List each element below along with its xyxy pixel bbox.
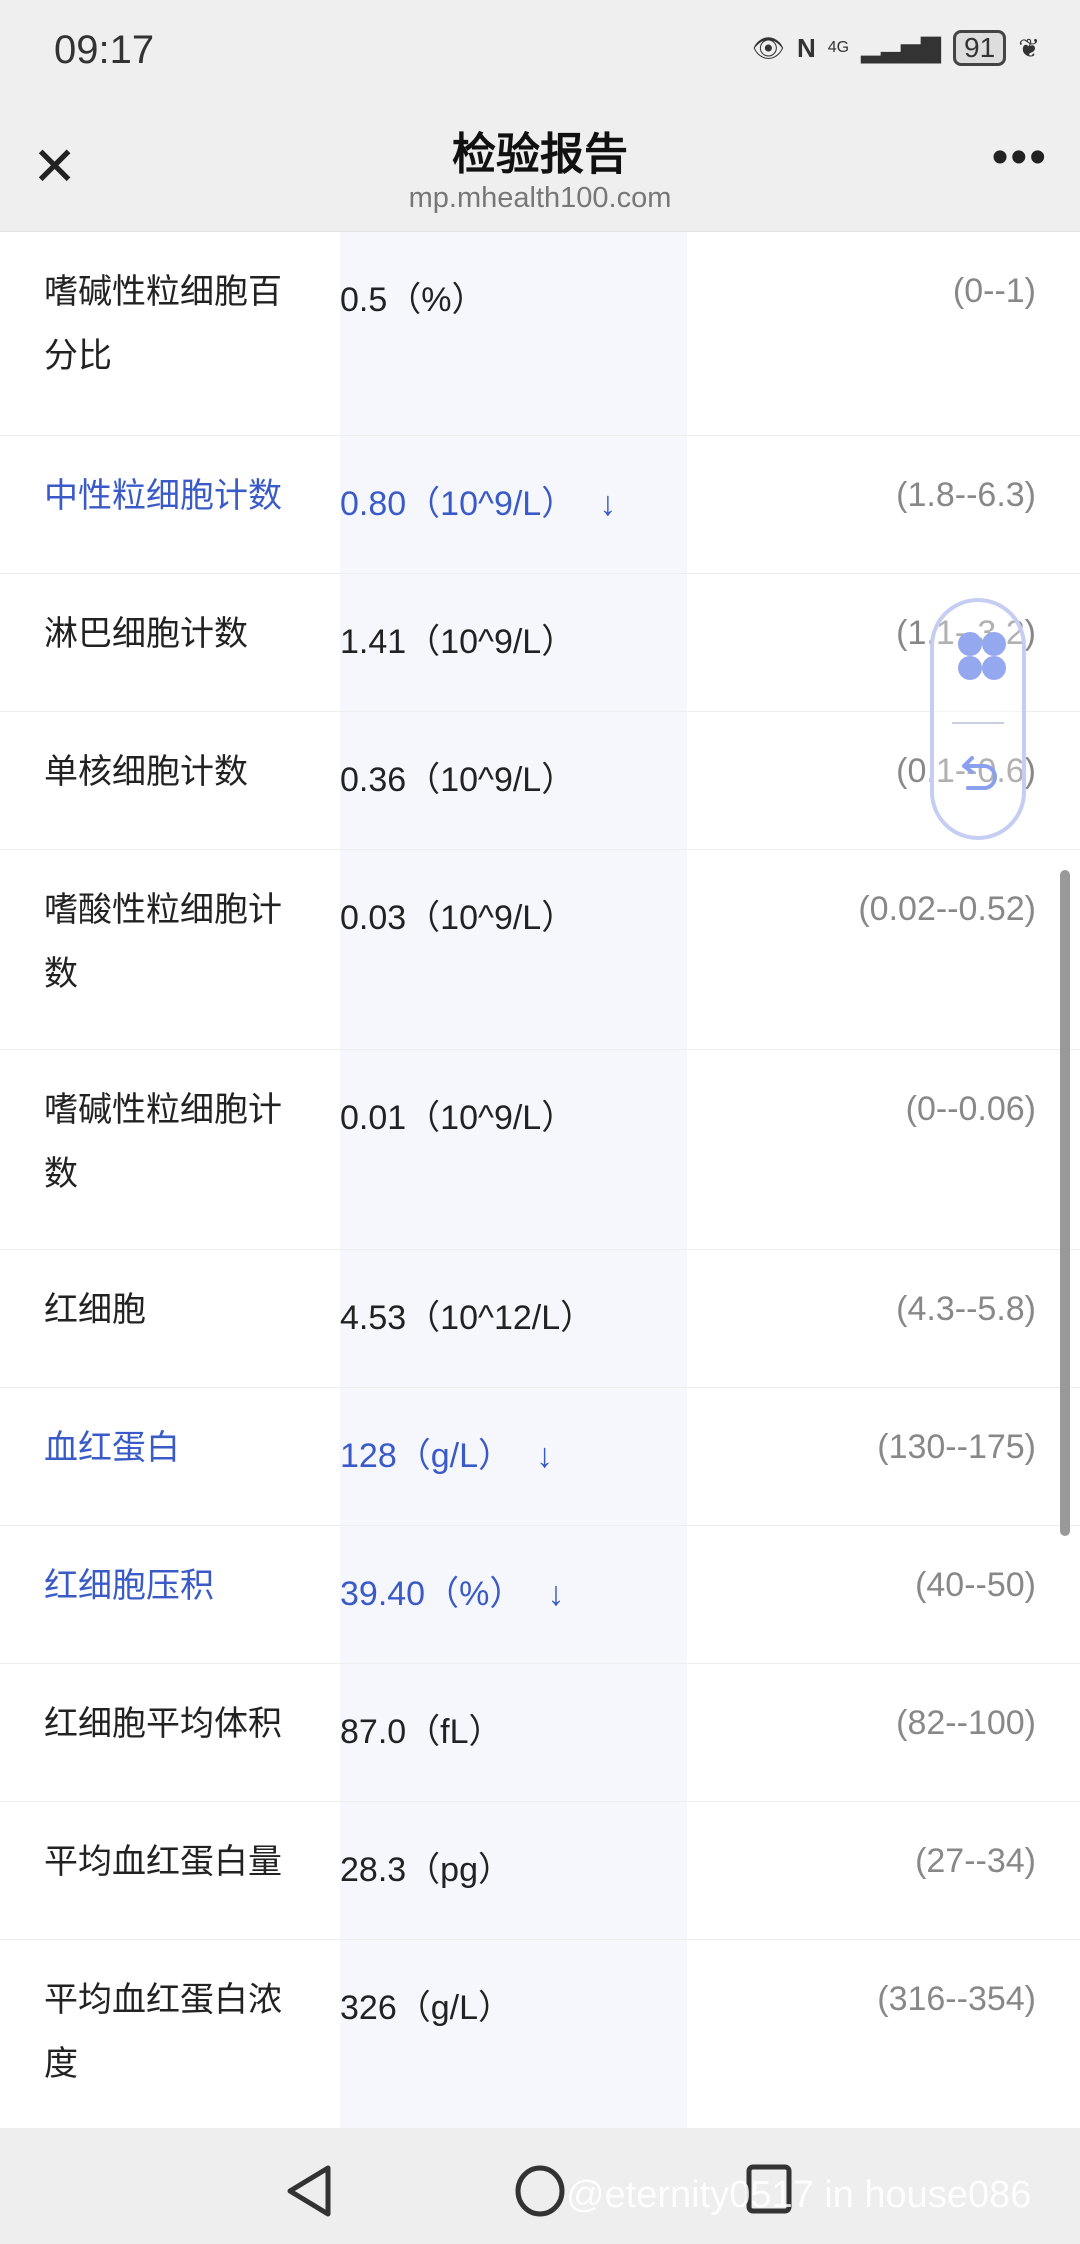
test-name: 平均血红蛋白浓度 bbox=[44, 1981, 282, 2083]
scrollbar[interactable] bbox=[1060, 870, 1070, 1536]
return-icon[interactable] bbox=[958, 752, 1002, 796]
reference-range: (0--0.06) bbox=[905, 1090, 1036, 1128]
test-value: 128（g/L） ↓ bbox=[340, 1428, 553, 1477]
test-name: 淋巴细胞计数 bbox=[44, 615, 248, 653]
test-value: 0.36（10^9/L） bbox=[340, 752, 599, 801]
test-value: 4.53（10^12/L） bbox=[340, 1290, 618, 1339]
test-name: 嗜酸性粒细胞计数 bbox=[44, 891, 282, 993]
low-flag: ↓ bbox=[547, 1575, 565, 1613]
reference-range: (0.02--0.52) bbox=[858, 890, 1036, 928]
low-flag: ↓ bbox=[599, 485, 617, 523]
network-type: 4G bbox=[827, 39, 850, 56]
reference-range: (130--175) bbox=[877, 1428, 1036, 1466]
page-url: mp.mhealth100.com bbox=[408, 182, 672, 214]
result-row: 红细胞平均体积 87.0（fL） (82--100) bbox=[0, 1664, 1080, 1802]
test-value: 1.41（10^9/L） bbox=[340, 614, 599, 663]
home-icon[interactable] bbox=[514, 2164, 566, 2218]
test-value: 28.3（pg） bbox=[340, 1842, 536, 1891]
result-row: 平均血红蛋白量 28.3（pg） (27--34) bbox=[0, 1802, 1080, 1940]
value-text: 0.80（10^9/L） bbox=[340, 485, 576, 523]
result-row: 淋巴细胞计数 1.41（10^9/L） (1.1--3.2) bbox=[0, 574, 1080, 712]
result-row: 血红蛋白 128（g/L） ↓ (130--175) bbox=[0, 1388, 1080, 1526]
low-flag: ↓ bbox=[536, 1437, 553, 1475]
reference-range: (4.3--5.8) bbox=[896, 1290, 1036, 1328]
value-text: 28.3（pg） bbox=[340, 1851, 512, 1889]
reference-range: (27--34) bbox=[915, 1842, 1036, 1880]
status-icons: 👁 N 4G ▂▃▅▇ 91 ❦ bbox=[752, 30, 1040, 66]
battery-icon: 91 bbox=[953, 30, 1007, 66]
value-text: 87.0（fL） bbox=[340, 1713, 503, 1751]
floating-capsule[interactable] bbox=[930, 598, 1026, 840]
watermark: @eternity0517 in house086 bbox=[566, 2174, 1032, 2216]
test-name: 红细胞 bbox=[44, 1291, 146, 1329]
signal-icon: ▂▃▅▇ bbox=[861, 32, 942, 63]
value-text: 0.36（10^9/L） bbox=[340, 761, 576, 799]
nav-bar: ✕ 检验报告 mp.mhealth100.com ••• bbox=[0, 110, 1080, 232]
reference-range: (316--354) bbox=[877, 1980, 1036, 2018]
test-value: 326（g/L） bbox=[340, 1980, 536, 2029]
test-name: 嗜碱性粒细胞百分比 bbox=[44, 273, 282, 375]
value-text: 39.40（%） bbox=[340, 1575, 524, 1613]
reference-range: (40--50) bbox=[915, 1566, 1036, 1604]
capsule-divider bbox=[952, 722, 1004, 724]
test-name: 血红蛋白 bbox=[44, 1429, 180, 1467]
result-row: 平均血红蛋白浓度 326（g/L） (316--354) bbox=[0, 1940, 1080, 2128]
test-value: 87.0（fL） bbox=[340, 1704, 527, 1753]
value-text: 128（g/L） bbox=[340, 1437, 512, 1475]
recents-icon[interactable] bbox=[746, 2164, 792, 2214]
test-name: 单核细胞计数 bbox=[44, 753, 248, 791]
value-column-background bbox=[340, 232, 687, 2128]
reference-range: (82--100) bbox=[896, 1704, 1036, 1742]
nfc-icon: N bbox=[796, 32, 816, 63]
test-name: 红细胞压积 bbox=[44, 1567, 214, 1605]
results-list: 嗜碱性粒细胞百分比 0.5（%） (0--1) 中性粒细胞计数 0.80（10^9… bbox=[0, 232, 1080, 2128]
test-value: 0.5（%） bbox=[340, 272, 510, 321]
result-row: 中性粒细胞计数 0.80（10^9/L） ↓ (1.8--6.3) bbox=[0, 436, 1080, 574]
test-name: 中性粒细胞计数 bbox=[44, 477, 282, 515]
test-value: 0.03（10^9/L） bbox=[340, 890, 599, 939]
value-text: 326（g/L） bbox=[340, 1989, 512, 2027]
clover-icon[interactable] bbox=[956, 630, 1008, 682]
status-time: 09:17 bbox=[54, 28, 155, 72]
reference-range: (1.8--6.3) bbox=[896, 476, 1036, 514]
test-name: 平均血红蛋白量 bbox=[44, 1843, 282, 1881]
value-text: 4.53（10^12/L） bbox=[340, 1299, 595, 1337]
test-value: 39.40（%） ↓ bbox=[340, 1566, 564, 1615]
eye-icon: 👁 bbox=[751, 32, 785, 63]
value-text: 0.03（10^9/L） bbox=[340, 899, 576, 937]
result-row: 嗜碱性粒细胞百分比 0.5（%） (0--1) bbox=[0, 232, 1080, 436]
system-nav-bar: @eternity0517 in house086 bbox=[0, 2128, 1080, 2244]
value-text: 1.41（10^9/L） bbox=[340, 623, 576, 661]
result-row: 红细胞压积 39.40（%） ↓ (40--50) bbox=[0, 1526, 1080, 1664]
page-title: 检验报告 bbox=[452, 130, 628, 179]
leaf-icon: ❦ bbox=[1018, 32, 1040, 63]
value-text: 0.01（10^9/L） bbox=[340, 1099, 576, 1137]
result-row: 嗜碱性粒细胞计数 0.01（10^9/L） (0--0.06) bbox=[0, 1050, 1080, 1250]
result-row: 红细胞 4.53（10^12/L） (4.3--5.8) bbox=[0, 1250, 1080, 1388]
status-bar: 09:17 👁 N 4G ▂▃▅▇ 91 ❦ bbox=[0, 0, 1080, 110]
test-value: 0.80（10^9/L） ↓ bbox=[340, 476, 616, 525]
test-value: 0.01（10^9/L） bbox=[340, 1090, 599, 1139]
back-icon[interactable] bbox=[284, 2164, 334, 2218]
value-text: 0.5（%） bbox=[340, 281, 486, 319]
result-row: 单核细胞计数 0.36（10^9/L） (0.1--0.6) bbox=[0, 712, 1080, 850]
test-name: 红细胞平均体积 bbox=[44, 1705, 282, 1743]
reference-range: (0.1--0.6) bbox=[896, 752, 1036, 790]
result-row: 嗜酸性粒细胞计数 0.03（10^9/L） (0.02--0.52) bbox=[0, 850, 1080, 1050]
test-name: 嗜碱性粒细胞计数 bbox=[44, 1091, 282, 1193]
more-icon[interactable]: ••• bbox=[991, 131, 1048, 184]
close-icon[interactable]: ✕ bbox=[32, 137, 78, 197]
reference-range: (0--1) bbox=[952, 272, 1036, 310]
